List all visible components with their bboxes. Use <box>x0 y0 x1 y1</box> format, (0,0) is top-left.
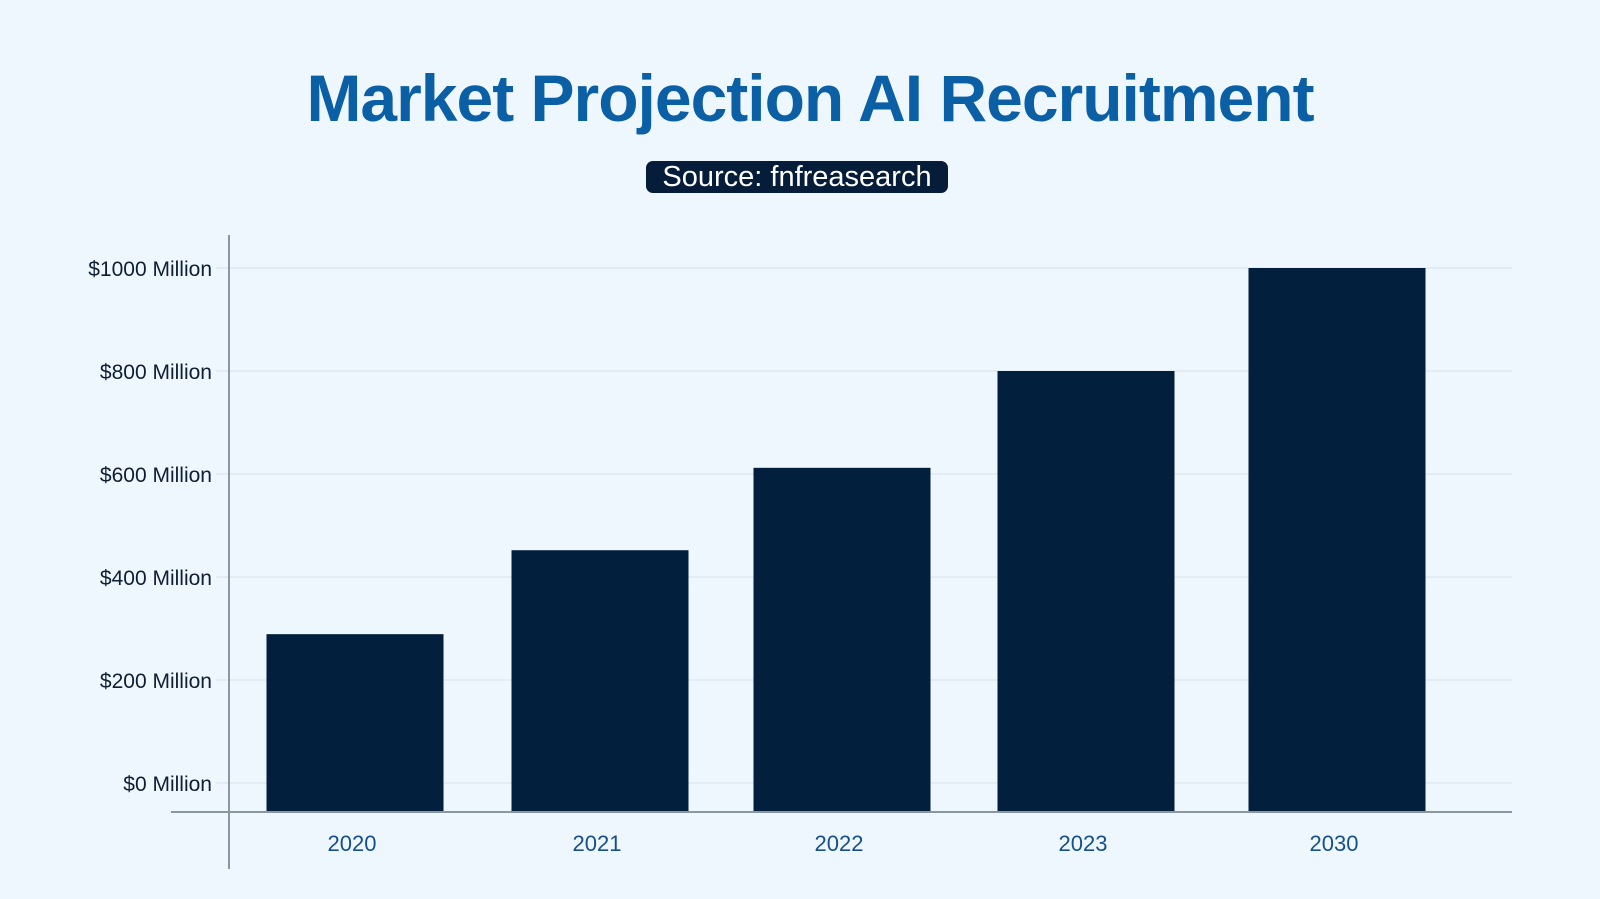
x-tick-label: 2023 <box>1059 831 1108 856</box>
bar-2020 <box>266 634 444 812</box>
y-tick-labels: $0 Million $200 Million $400 Million $600 M… <box>88 258 212 796</box>
bar-2021 <box>511 550 689 812</box>
bar-2022 <box>753 467 931 812</box>
x-tick-label: 2030 <box>1310 831 1359 856</box>
y-tick-label: $200 Million <box>100 670 212 693</box>
chart-title: Market Projection AI Recruitment <box>306 61 1314 135</box>
y-tick-label: $0 Million <box>123 773 212 796</box>
bar-2030 <box>1248 268 1426 812</box>
x-tick-label: 2021 <box>573 831 622 856</box>
x-tick-label: 2020 <box>328 831 377 856</box>
y-tick-label: $1000 Million <box>88 258 212 281</box>
y-tick-label: $600 Million <box>100 464 212 487</box>
y-tick-label: $400 Million <box>100 567 212 590</box>
x-tick-label: 2022 <box>815 831 864 856</box>
y-tick-label: $800 Million <box>100 361 212 384</box>
source-badge-wrap: Source: fnfreasearch <box>0 161 1594 193</box>
bar-2023 <box>997 371 1175 812</box>
axes <box>171 235 1512 869</box>
x-tick-labels: 2020 2021 2022 2023 2030 <box>328 831 1359 856</box>
bars <box>266 268 1426 812</box>
source-badge: Source: fnfreasearch <box>646 161 948 193</box>
